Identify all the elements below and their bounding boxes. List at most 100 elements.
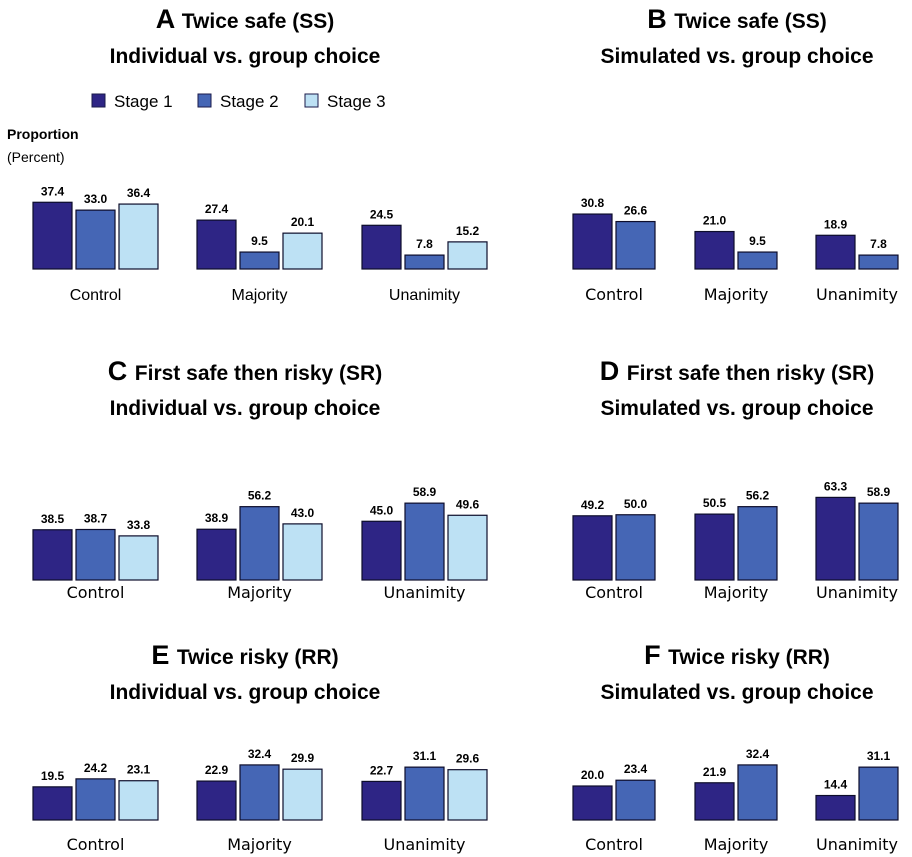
category-label-majority: Majority <box>227 583 292 602</box>
bar-majority-stage-2 <box>737 764 778 821</box>
data-label-unanimity-stage-2: 7.8 <box>870 237 887 251</box>
bar-majority-stage-3 <box>282 232 323 270</box>
category-label-unanimity: Unanimity <box>816 835 898 854</box>
data-label-unanimity-stage-1: 22.7 <box>370 763 394 777</box>
bar-control-stage-2 <box>615 514 656 581</box>
data-label-majority-stage-2: 9.5 <box>251 234 268 248</box>
bar-unanimity-stage-2 <box>404 502 445 581</box>
category-label-majority: Majority <box>704 583 769 602</box>
bar-unanimity-stage-1 <box>361 780 402 821</box>
category-label-unanimity: Unanimity <box>383 583 465 602</box>
bar-group-majority: 50.5 56.2 <box>694 489 778 581</box>
bar-group-majority: 22.9 32.4 29.9 <box>196 747 323 821</box>
bar-group-control: 37.4 33.0 36.4 <box>32 184 159 270</box>
bar-control-stage-2 <box>75 209 116 270</box>
data-label-unanimity-stage-2: 7.8 <box>416 237 433 251</box>
bar-majority-stage-3 <box>282 523 323 581</box>
bar-control-stage-1 <box>32 201 73 270</box>
data-label-control-stage-1: 19.5 <box>41 769 65 783</box>
bar-group-unanimity: 22.7 31.1 29.6 <box>361 749 488 821</box>
bar-majority-stage-1 <box>694 513 735 581</box>
bar-majority-stage-1 <box>196 528 237 581</box>
panel-subtitle: Simulated vs. group choice <box>600 681 873 704</box>
bar-majority-stage-1 <box>694 782 735 821</box>
data-label-unanimity-stage-1: 45.0 <box>370 503 394 517</box>
panel-letter: F <box>644 640 668 670</box>
data-label-control-stage-1: 49.2 <box>581 498 605 512</box>
data-label-majority-stage-1: 21.0 <box>703 214 727 228</box>
bar-group-control: 30.8 26.6 <box>572 196 656 270</box>
panel-subtitle: Simulated vs. group choice <box>600 397 873 420</box>
category-label-unanimity: Unanimity <box>816 285 898 304</box>
category-label-majority: Majority <box>704 285 769 304</box>
category-label-control: Control <box>67 835 125 854</box>
bar-unanimity-stage-3 <box>447 514 488 581</box>
bar-control-stage-1 <box>572 785 613 821</box>
category-label-unanimity: Unanimity <box>389 287 460 304</box>
y-axis-title: Proportion <box>7 126 79 142</box>
bar-control-stage-3 <box>118 535 159 581</box>
bar-majority-stage-2 <box>737 251 778 270</box>
bar-unanimity-stage-3 <box>447 769 488 821</box>
data-label-unanimity-stage-1: 18.9 <box>824 217 848 231</box>
bar-control-stage-2 <box>75 778 116 821</box>
data-label-control-stage-2: 33.0 <box>84 192 108 206</box>
panel-subtitle: Simulated vs. group choice <box>600 45 873 68</box>
bar-control-stage-1 <box>572 515 613 581</box>
legend-swatch-stage-3 <box>304 93 319 108</box>
bar-group-majority: 38.9 56.2 43.0 <box>196 489 323 581</box>
panel-title: F Twice risky (RR) <box>644 640 830 670</box>
panel-subtitle: Individual vs. group choice <box>110 397 381 420</box>
panel-d: D First safe then risky (SR) Simulated vs… <box>572 356 899 602</box>
panel-e: E Twice risky (RR) Individual vs. group c… <box>32 640 488 854</box>
bar-control-stage-2 <box>615 220 656 270</box>
panel-title-text: Twice safe (SS) <box>182 10 335 33</box>
data-label-majority-stage-3: 29.9 <box>291 751 315 765</box>
data-label-control-stage-3: 33.8 <box>127 518 151 532</box>
bar-group-control: 38.5 38.7 33.8 <box>32 511 159 581</box>
bar-unanimity-stage-3 <box>447 241 488 270</box>
bar-unanimity-stage-2 <box>858 502 899 581</box>
data-label-control-stage-2: 50.0 <box>624 497 648 511</box>
panel-title: A Twice safe (SS) <box>156 4 335 34</box>
category-label-control: Control <box>585 285 643 304</box>
bar-majority-stage-1 <box>196 780 237 821</box>
legend-swatch-stage-2 <box>197 93 212 108</box>
bar-unanimity-stage-2 <box>858 766 899 821</box>
data-label-majority-stage-2: 32.4 <box>746 747 770 761</box>
panel-f: F Twice risky (RR) Simulated vs. group ch… <box>572 640 899 854</box>
bar-group-majority: 21.0 9.5 <box>694 214 778 270</box>
bar-unanimity-stage-2 <box>404 766 445 821</box>
category-label-control: Control <box>585 583 643 602</box>
data-label-majority-stage-3: 43.0 <box>291 506 315 520</box>
data-label-majority-stage-1: 50.5 <box>703 496 727 510</box>
data-label-majority-stage-2: 56.2 <box>746 489 770 503</box>
category-label-majority: Majority <box>231 287 287 304</box>
panel-title: C First safe then risky (SR) <box>108 356 382 386</box>
legend-label-stage-1: Stage 1 <box>114 92 173 111</box>
category-label-control: Control <box>585 835 643 854</box>
category-label-unanimity: Unanimity <box>816 583 898 602</box>
panel-title: D First safe then risky (SR) <box>600 356 874 386</box>
bar-majority-stage-2 <box>737 506 778 581</box>
panel-b: B Twice safe (SS) Simulated vs. group cho… <box>572 4 899 304</box>
panel-title-text: First safe then risky (SR) <box>627 362 874 385</box>
bar-control-stage-3 <box>118 780 159 821</box>
panel-title-text: Twice safe (SS) <box>674 10 827 33</box>
bar-majority-stage-1 <box>694 230 735 270</box>
bar-control-stage-1 <box>572 213 613 270</box>
data-label-majority-stage-1: 27.4 <box>205 202 229 216</box>
bar-group-unanimity: 45.0 58.9 49.6 <box>361 485 488 581</box>
panel-c: C First safe then risky (SR) Individual v… <box>32 356 488 602</box>
bar-control-stage-2 <box>75 528 116 581</box>
data-label-control-stage-2: 23.4 <box>624 762 648 776</box>
bar-group-control: 49.2 50.0 <box>572 497 656 581</box>
bar-control-stage-1 <box>32 529 73 581</box>
data-label-control-stage-1: 37.4 <box>41 184 65 198</box>
legend-label-stage-3: Stage 3 <box>327 92 386 111</box>
y-axis-label: Proportion (Percent) <box>7 126 79 165</box>
data-label-majority-stage-2: 32.4 <box>248 747 272 761</box>
panel-title-text: Twice risky (RR) <box>177 646 339 669</box>
category-label-unanimity: Unanimity <box>383 835 465 854</box>
